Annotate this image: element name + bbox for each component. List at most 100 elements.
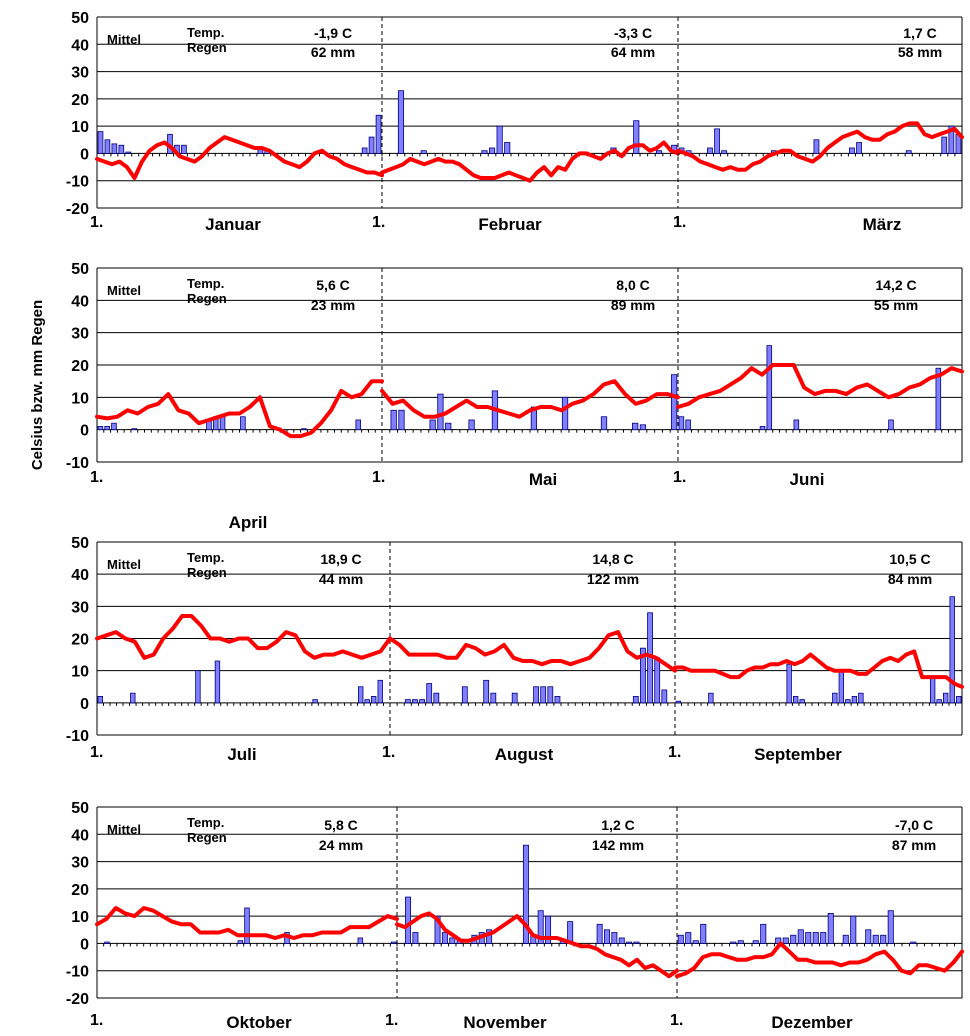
rain-bar — [437, 393, 444, 431]
rain-summary: 58 mm — [898, 44, 942, 60]
rain-bar — [632, 422, 639, 431]
temp-summary: 1,2 C — [601, 817, 634, 833]
rain-bar — [813, 139, 820, 154]
rain-bar — [390, 941, 397, 944]
rain-bar — [845, 699, 851, 704]
rain-bar — [181, 144, 187, 154]
rain-bar — [760, 923, 767, 944]
month-name-label: Juli — [227, 745, 256, 764]
temperature-line — [95, 135, 384, 180]
rain-bar — [856, 142, 862, 154]
y-tick-label: 0 — [80, 423, 89, 440]
rain-bar — [483, 679, 490, 704]
rain-bar — [219, 416, 226, 431]
rain-summary: 62 mm — [311, 44, 355, 60]
rain-bar — [677, 934, 684, 944]
temp-summary: -1,9 C — [314, 25, 352, 41]
legend-temp: Temp. — [187, 276, 224, 291]
rain-bar — [419, 699, 425, 704]
month-start-label: 1. — [673, 214, 686, 231]
temperature-line — [673, 649, 964, 689]
temperature-line — [675, 941, 964, 979]
rain-bar — [118, 144, 125, 154]
rain-bar — [661, 689, 668, 704]
rain-bar — [375, 114, 382, 154]
rain-bar — [618, 937, 625, 944]
month-name-label: Februar — [478, 215, 542, 234]
rain-bar — [654, 657, 661, 704]
y-tick-label: 40 — [71, 827, 89, 844]
rain-bar — [838, 670, 845, 704]
rain-bar — [936, 699, 942, 704]
legend-temp: Temp. — [187, 550, 224, 565]
rain-bar — [97, 426, 104, 431]
y-tick-label: 50 — [71, 10, 89, 27]
y-tick-label: 0 — [80, 146, 89, 163]
rain-bar — [827, 913, 834, 944]
rain-bar — [496, 125, 503, 154]
rain-bar — [131, 428, 138, 431]
rain-bar — [237, 940, 244, 944]
temp-summary: 1,7 C — [903, 25, 936, 41]
rain-bar — [481, 150, 488, 154]
rain-bar — [670, 374, 678, 431]
rain-bar — [358, 686, 364, 704]
legend-mittel: Mittel — [107, 283, 141, 298]
rain-bar — [888, 419, 894, 431]
temp-summary: -7,0 C — [895, 817, 933, 833]
rain-bar — [540, 686, 547, 704]
rain-bar — [533, 686, 539, 704]
month-start-label: 1. — [372, 469, 385, 486]
rain-bar — [441, 932, 448, 944]
rain-summary: 84 mm — [888, 571, 932, 587]
legend-regen: Regen — [187, 40, 227, 55]
month-name-label: Januar — [205, 215, 261, 234]
rain-bar — [708, 692, 714, 704]
month-name-label: November — [463, 1013, 547, 1031]
rain-bar — [600, 416, 608, 431]
month-name-label: Dezember — [771, 1013, 853, 1031]
rain-bar — [797, 929, 804, 944]
y-tick-label: 10 — [71, 664, 89, 681]
rain-bar — [511, 692, 518, 704]
month-start-label: 1. — [90, 214, 103, 231]
legend-regen: Regen — [187, 830, 227, 845]
rain-bar — [426, 683, 433, 704]
temperature-line — [380, 379, 680, 419]
legend-regen: Regen — [187, 565, 227, 580]
rain-bar — [429, 419, 436, 431]
y-tick-label: 40 — [71, 567, 89, 584]
rain-bar — [364, 699, 370, 704]
rain-bar — [910, 941, 917, 944]
y-tick-label: 30 — [71, 326, 89, 343]
legend-regen: Regen — [187, 291, 227, 306]
rain-bar — [420, 150, 427, 154]
month-start-label: 1. — [673, 469, 686, 486]
rain-bar — [655, 150, 663, 154]
rain-bar — [240, 416, 246, 431]
temperature-line — [95, 379, 384, 439]
temperature-line — [676, 121, 964, 172]
rain-bar — [792, 696, 799, 704]
rain-bar — [445, 422, 452, 431]
temp-summary: 5,6 C — [316, 277, 349, 293]
temp-summary: 10,5 C — [889, 551, 930, 567]
rain-bar — [412, 699, 418, 704]
month-name-label: September — [754, 745, 842, 764]
legend-mittel: Mittel — [107, 32, 141, 47]
rain-bar — [547, 686, 554, 704]
legend-temp: Temp. — [187, 815, 224, 830]
month-start-label: 1. — [385, 1012, 398, 1029]
rain-bar — [714, 128, 720, 154]
temperature-line — [388, 630, 677, 673]
rain-bar — [766, 345, 773, 431]
month-name-label: August — [495, 745, 554, 764]
y-tick-label: 40 — [71, 293, 89, 310]
y-tick-label: -10 — [66, 455, 89, 472]
rain-bar — [377, 679, 383, 704]
y-tick-label: 30 — [71, 855, 89, 872]
rain-bar — [596, 923, 603, 944]
rain-bar — [737, 940, 744, 944]
month-name-label: März — [863, 215, 902, 234]
